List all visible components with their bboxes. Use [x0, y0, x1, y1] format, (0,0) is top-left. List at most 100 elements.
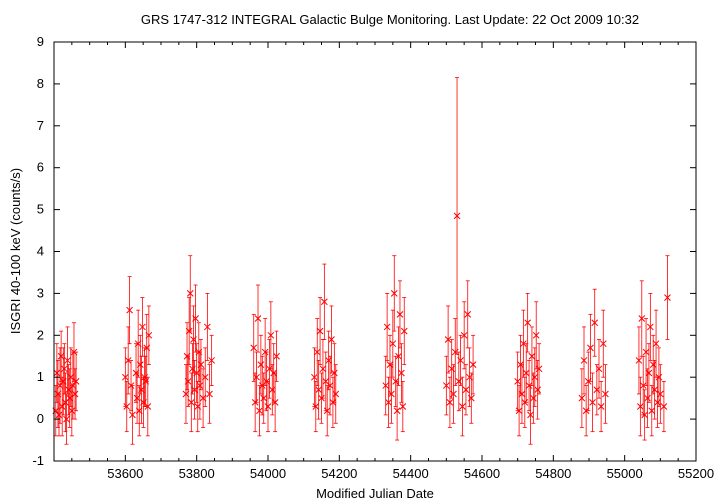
point-marker: [136, 361, 144, 368]
data-point: [531, 347, 539, 407]
point-marker: [535, 365, 543, 373]
y-tick-label: 1: [37, 369, 44, 384]
point-marker: [53, 369, 61, 377]
point-marker: [273, 352, 280, 360]
data-point: [139, 297, 146, 357]
point-marker: [651, 386, 658, 394]
point-marker: [527, 411, 534, 419]
y-tick-label: 2: [37, 327, 44, 342]
x-tick-label: 54000: [250, 466, 286, 481]
point-marker: [197, 361, 205, 368]
y-tick-label: 9: [37, 34, 44, 49]
point-marker: [589, 398, 596, 406]
point-marker: [660, 403, 668, 410]
data-point: [651, 360, 658, 420]
point-marker: [319, 365, 327, 373]
point-marker: [196, 382, 204, 389]
point-marker: [72, 378, 80, 385]
point-marker: [515, 407, 523, 415]
data-point: [641, 389, 648, 441]
y-axis-label: ISGRI 40-100 keV (counts/s): [8, 168, 23, 334]
point-marker: [524, 319, 532, 327]
data-point: [186, 255, 194, 332]
point-marker: [260, 394, 268, 402]
point-marker: [522, 369, 530, 377]
point-marker: [531, 373, 539, 381]
point-marker: [60, 365, 68, 373]
data-point: [644, 368, 651, 428]
y-tick-label: 4: [37, 244, 44, 259]
data-point: [638, 280, 646, 357]
point-marker: [332, 390, 340, 398]
data-point: [442, 355, 450, 416]
point-marker: [253, 373, 260, 381]
data-point: [192, 284, 199, 353]
data-point: [655, 347, 663, 407]
data-point: [208, 334, 216, 386]
point-marker: [528, 352, 536, 360]
point-marker: [520, 340, 527, 348]
x-axis-label: Modified Julian Date: [316, 486, 434, 501]
point-marker: [442, 382, 450, 389]
data-point: [273, 330, 280, 382]
y-tick-label: 0: [37, 411, 44, 426]
point-marker: [55, 411, 63, 419]
data-point: [144, 376, 152, 437]
point-marker: [184, 378, 192, 385]
data-point: [204, 292, 211, 361]
point-marker: [382, 382, 390, 389]
data-point: [399, 380, 407, 433]
data-point: [64, 326, 71, 395]
point-marker: [457, 357, 464, 364]
point-marker: [383, 323, 391, 331]
data-point: [602, 364, 609, 424]
data-point: [467, 372, 475, 424]
point-marker: [389, 340, 397, 348]
data-point: [206, 364, 213, 424]
point-marker: [390, 290, 398, 297]
data-point: [584, 351, 592, 412]
data-point: [63, 393, 70, 445]
point-marker: [126, 306, 133, 314]
point-marker: [464, 310, 472, 318]
data-point: [532, 301, 540, 370]
point-marker: [462, 386, 470, 394]
data-point: [645, 343, 653, 403]
point-marker: [646, 323, 654, 331]
point-marker: [257, 361, 265, 368]
data-point: [55, 393, 63, 437]
data-point: [145, 305, 153, 366]
point-marker: [648, 407, 656, 415]
data-point: [328, 305, 335, 374]
y-tick-label: 8: [37, 76, 44, 91]
y-tick-label: 3: [37, 285, 44, 300]
point-marker: [316, 327, 324, 335]
point-marker: [323, 407, 331, 415]
data-point: [383, 292, 391, 361]
point-marker: [267, 331, 275, 339]
data-point: [129, 385, 136, 445]
point-marker: [58, 403, 66, 410]
data-point: [595, 339, 603, 399]
point-marker: [64, 357, 71, 364]
point-marker: [254, 315, 262, 322]
data-point: [388, 364, 395, 424]
point-marker: [644, 394, 651, 402]
point-marker: [602, 390, 609, 398]
point-marker: [595, 365, 603, 373]
point-marker: [396, 310, 404, 318]
data-point: [589, 372, 596, 433]
point-marker: [652, 340, 660, 348]
point-marker: [121, 373, 129, 381]
point-marker: [315, 386, 323, 394]
point-marker: [649, 361, 657, 368]
point-marker: [453, 212, 461, 220]
data-point: [642, 318, 650, 386]
data-point: [580, 326, 588, 395]
point-marker: [123, 403, 131, 410]
data-point: [136, 334, 144, 395]
x-tick-label: 53800: [179, 466, 215, 481]
y-tick-label: 7: [37, 118, 44, 133]
point-marker: [532, 331, 540, 339]
